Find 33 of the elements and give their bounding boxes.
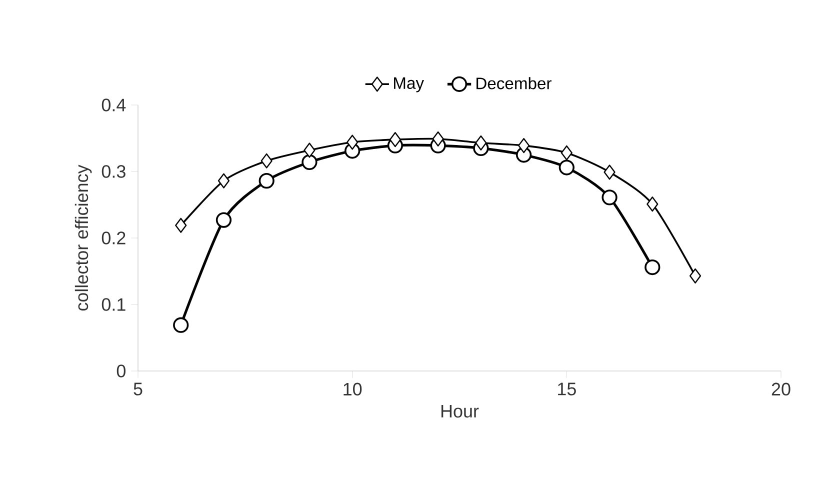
point — [218, 173, 230, 188]
point — [216, 212, 232, 228]
point — [389, 132, 402, 148]
point — [173, 317, 189, 333]
point — [258, 172, 274, 189]
y-tick-label: 0 — [116, 364, 126, 378]
point — [346, 134, 358, 150]
point — [644, 259, 660, 276]
point — [304, 142, 316, 158]
point — [302, 154, 318, 170]
y-tick-label: 0.3 — [102, 165, 126, 178]
point — [602, 190, 618, 206]
legend-label: May — [394, 77, 424, 92]
point — [432, 131, 444, 146]
x-tick-label: 10 — [344, 382, 362, 396]
y-tick-label: 0.4 — [102, 98, 126, 112]
point — [260, 153, 272, 168]
y-tick-label: 0.1 — [102, 298, 126, 311]
x-tick-label: 20 — [772, 382, 790, 396]
point — [604, 164, 616, 180]
point — [558, 160, 574, 176]
point — [646, 196, 658, 212]
x-axis-title: Hour — [441, 405, 479, 418]
point — [560, 145, 572, 160]
y-axis-title: collector efficiency — [74, 164, 92, 311]
x-tick-label: 15 — [558, 382, 576, 396]
point — [175, 218, 187, 233]
point — [518, 138, 530, 154]
legend-label: December — [476, 77, 552, 90]
point — [475, 135, 487, 150]
y-tick-label: 0.2 — [102, 232, 126, 244]
x-tick-label: 5 — [134, 382, 142, 396]
point — [689, 268, 702, 284]
